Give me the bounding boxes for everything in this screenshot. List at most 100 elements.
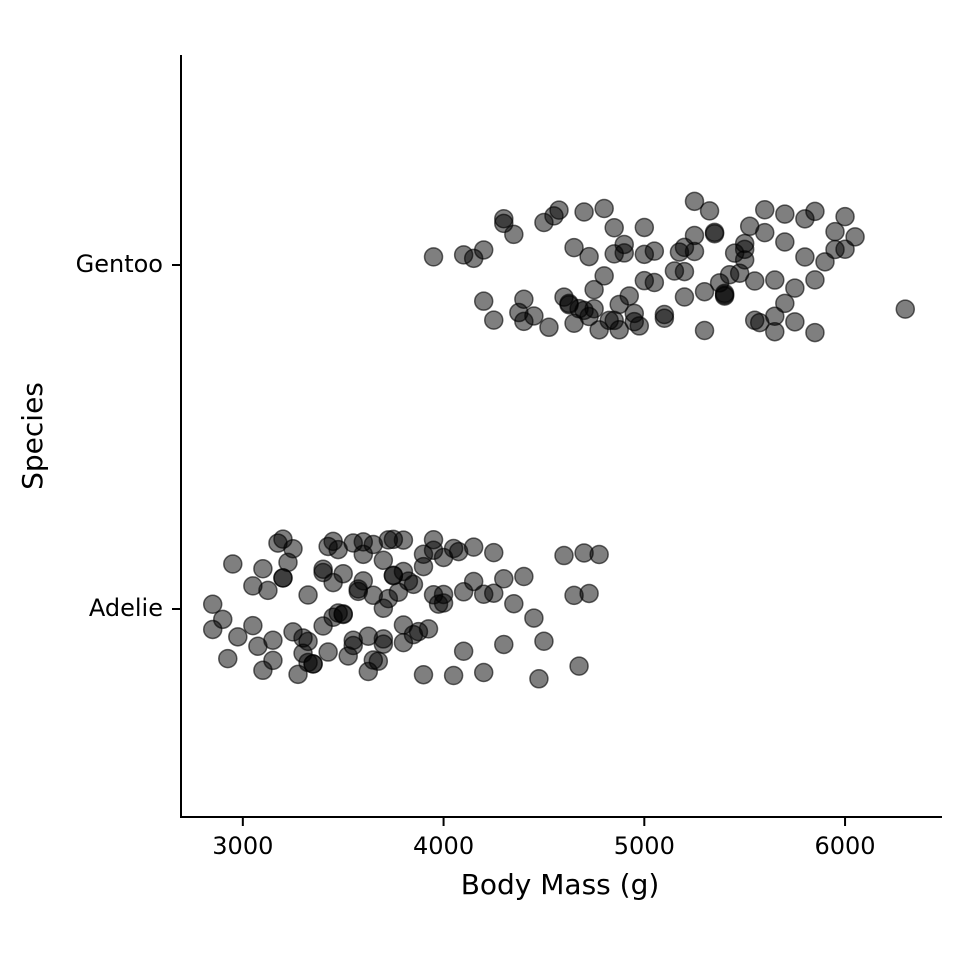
- x-axis-title: Body Mass (g): [461, 868, 660, 901]
- point: [674, 261, 695, 282]
- point: [805, 201, 825, 222]
- point: [684, 241, 705, 262]
- point: [484, 542, 504, 563]
- point: [654, 308, 675, 328]
- point: [443, 665, 464, 686]
- point: [644, 272, 665, 293]
- point: [228, 627, 248, 647]
- point: [514, 566, 534, 587]
- point: [243, 615, 263, 636]
- y-axis-title: Species: [16, 382, 49, 490]
- point: [574, 202, 594, 222]
- point: [494, 213, 514, 234]
- point: [704, 222, 725, 243]
- point: [714, 283, 735, 304]
- point: [298, 585, 318, 605]
- point: [755, 199, 775, 220]
- point: [785, 278, 805, 298]
- point: [298, 631, 318, 652]
- x-tick-label: 5000: [614, 832, 675, 860]
- point: [765, 270, 785, 290]
- point: [484, 310, 504, 330]
- point: [463, 571, 484, 592]
- point: [634, 244, 655, 265]
- point: [775, 293, 795, 314]
- point: [805, 322, 825, 343]
- point: [775, 204, 795, 224]
- y-tick-label: Adelie: [89, 594, 163, 622]
- point: [614, 243, 634, 263]
- point: [443, 538, 464, 559]
- point: [755, 222, 775, 243]
- point: [524, 608, 544, 628]
- point: [453, 641, 474, 661]
- point: [539, 317, 559, 338]
- point: [323, 572, 343, 593]
- point: [473, 240, 494, 260]
- point: [313, 559, 333, 579]
- point: [674, 287, 695, 307]
- point: [684, 191, 705, 212]
- point: [494, 634, 514, 655]
- x-tick-label: 6000: [815, 832, 876, 860]
- point: [699, 201, 720, 221]
- point: [579, 583, 599, 604]
- point: [368, 651, 389, 671]
- point: [634, 217, 655, 238]
- point: [263, 630, 283, 650]
- point: [749, 312, 770, 333]
- point: [358, 626, 379, 646]
- point: [619, 286, 640, 306]
- point: [273, 568, 293, 588]
- point: [473, 662, 494, 683]
- point: [418, 619, 439, 639]
- point: [584, 279, 604, 300]
- point: [589, 544, 609, 565]
- point: [328, 603, 348, 623]
- point: [795, 247, 815, 267]
- point: [815, 252, 835, 272]
- point: [694, 281, 715, 302]
- point: [835, 206, 855, 227]
- point: [734, 233, 755, 254]
- point: [534, 631, 554, 651]
- point: [463, 537, 484, 557]
- point: [805, 270, 825, 290]
- point: [423, 529, 444, 550]
- point: [579, 306, 599, 327]
- point: [218, 648, 238, 669]
- point: [624, 311, 645, 332]
- point: [433, 584, 454, 605]
- point: [494, 569, 514, 589]
- x-tick-label: 3000: [212, 832, 273, 860]
- point: [253, 660, 273, 681]
- point: [594, 198, 614, 219]
- point: [895, 299, 916, 319]
- point: [529, 669, 549, 689]
- x-tick-label: 4000: [413, 832, 474, 860]
- point: [258, 580, 278, 601]
- point: [785, 312, 805, 332]
- point: [579, 246, 599, 267]
- point: [694, 320, 715, 341]
- point: [348, 581, 369, 602]
- point: [223, 554, 243, 574]
- point: [569, 656, 589, 676]
- point: [554, 545, 574, 566]
- point: [343, 635, 363, 656]
- point: [413, 556, 434, 577]
- point: [775, 232, 795, 252]
- point: [609, 320, 629, 340]
- point: [594, 266, 614, 286]
- point: [303, 654, 323, 674]
- point: [202, 594, 223, 614]
- point: [765, 321, 785, 342]
- point: [604, 217, 624, 238]
- point: [549, 200, 569, 220]
- point: [253, 559, 273, 579]
- point: [318, 536, 338, 557]
- point: [744, 271, 765, 291]
- point: [413, 664, 434, 685]
- point: [283, 622, 303, 642]
